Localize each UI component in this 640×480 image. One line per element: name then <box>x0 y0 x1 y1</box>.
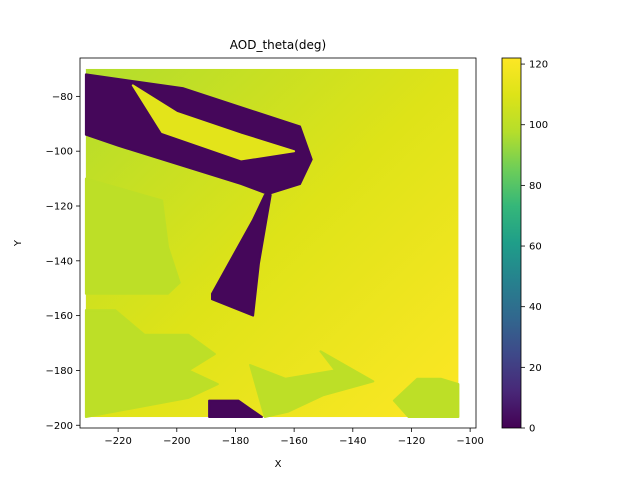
colorbar-gradient <box>501 57 522 429</box>
plot-frame <box>79 57 477 429</box>
y-axis-label: Y <box>13 239 24 247</box>
region-l-shaped-low-band <box>84 73 313 317</box>
x-axis-label: X <box>275 459 282 470</box>
region-yellowish-band-top <box>131 84 296 161</box>
y-tick-label: −80 <box>52 92 73 103</box>
region-green-patches-lower-middle <box>249 350 375 418</box>
region-green-patch-lower-right <box>392 377 460 418</box>
x-tick-label: −180 <box>222 436 249 447</box>
y-tick-label: −160 <box>46 311 73 322</box>
y-tick-label: −120 <box>46 202 73 213</box>
region-green-region-lower-left <box>84 309 219 418</box>
colorbar-tick-label: 60 <box>529 242 542 253</box>
colorbar: 0 20 40 60 80 100 120 <box>501 57 548 435</box>
colorbar-tick-label: 120 <box>529 60 548 71</box>
x-tick-label: −120 <box>398 436 425 447</box>
colorbar-tick-label: 80 <box>529 181 542 192</box>
colorbar-tick-label: 100 <box>529 120 548 131</box>
plot-area: −220 −200 −180 −160 −140 −120 −100 −200 −180 −16… <box>46 57 484 447</box>
colorbar-tick-label: 40 <box>529 302 542 313</box>
colorbar-tick-label: 0 <box>529 424 535 435</box>
x-tick-label: −200 <box>163 436 190 447</box>
y-tick-label: −100 <box>46 147 73 158</box>
x-tick-label: −160 <box>280 436 307 447</box>
colorbar-ticks: 0 20 40 60 80 100 120 <box>521 60 548 435</box>
colorbar-tick-label: 20 <box>529 363 542 374</box>
region-low-patch-bottom <box>208 399 263 418</box>
x-tick-label: −140 <box>339 436 366 447</box>
x-tick-label: −220 <box>104 436 131 447</box>
x-axis-ticks: −220 −200 −180 −160 −140 −120 −100 <box>104 428 484 447</box>
x-tick-label: −100 <box>456 436 483 447</box>
y-tick-label: −180 <box>46 366 73 377</box>
chart-title: AOD_theta(deg) <box>230 38 326 52</box>
y-axis-ticks: −200 −180 −160 −140 −120 −100 −80 <box>46 92 80 432</box>
data-regions <box>84 73 460 418</box>
y-tick-label: −200 <box>46 421 73 432</box>
y-tick-label: −140 <box>46 256 73 267</box>
region-green-region-left <box>84 177 181 295</box>
